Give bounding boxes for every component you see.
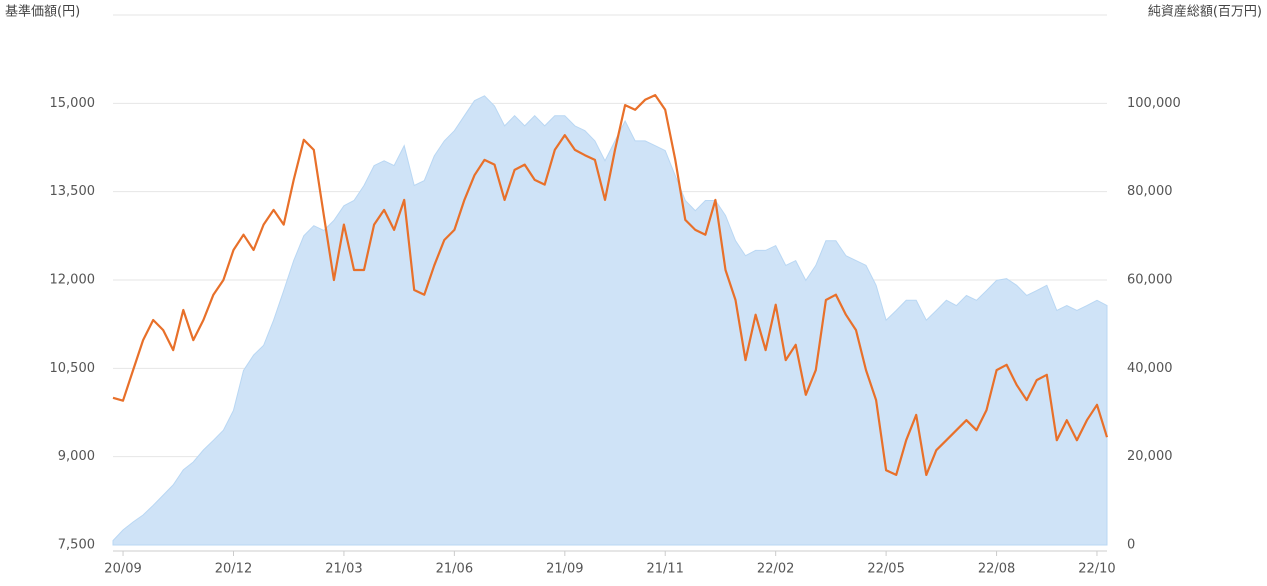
x-tick-label: 20/12 (215, 562, 252, 577)
y2-tick-label: 100,000 (1127, 96, 1181, 111)
y2-axis-title: 純資産総額(百万円) (1148, 4, 1262, 20)
y-tick-label: 13,500 (50, 184, 96, 199)
x-tick-label: 21/09 (546, 562, 583, 577)
x-tick-label: 22/10 (1078, 562, 1115, 577)
x-tick-label: 22/05 (867, 562, 904, 577)
area (112, 95, 1108, 546)
x-tick-label: 21/03 (325, 562, 362, 577)
line (112, 94, 1109, 476)
y-tick-label: 12,000 (50, 273, 96, 288)
x-tick-label: 20/09 (104, 562, 141, 577)
y-tick-label: 7,500 (58, 538, 95, 553)
x-tick-label: 22/02 (757, 562, 794, 577)
y-tick-label: 10,500 (50, 361, 96, 376)
y-axis-title: 基準価額(円) (5, 4, 80, 20)
x-tick-label: 22/08 (978, 562, 1015, 577)
y2-tick-label: 80,000 (1127, 184, 1173, 199)
y2-tick-label: 20,000 (1127, 449, 1173, 464)
x-tick-label: 21/11 (646, 562, 683, 577)
y2-tick-label: 40,000 (1127, 361, 1173, 376)
y2-tick-label: 0 (1127, 538, 1135, 553)
y-tick-label: 15,000 (50, 96, 96, 111)
y-tick-label: 9,000 (58, 449, 95, 464)
x-tick-label: 21/06 (436, 562, 473, 577)
y2-tick-label: 60,000 (1127, 273, 1173, 288)
